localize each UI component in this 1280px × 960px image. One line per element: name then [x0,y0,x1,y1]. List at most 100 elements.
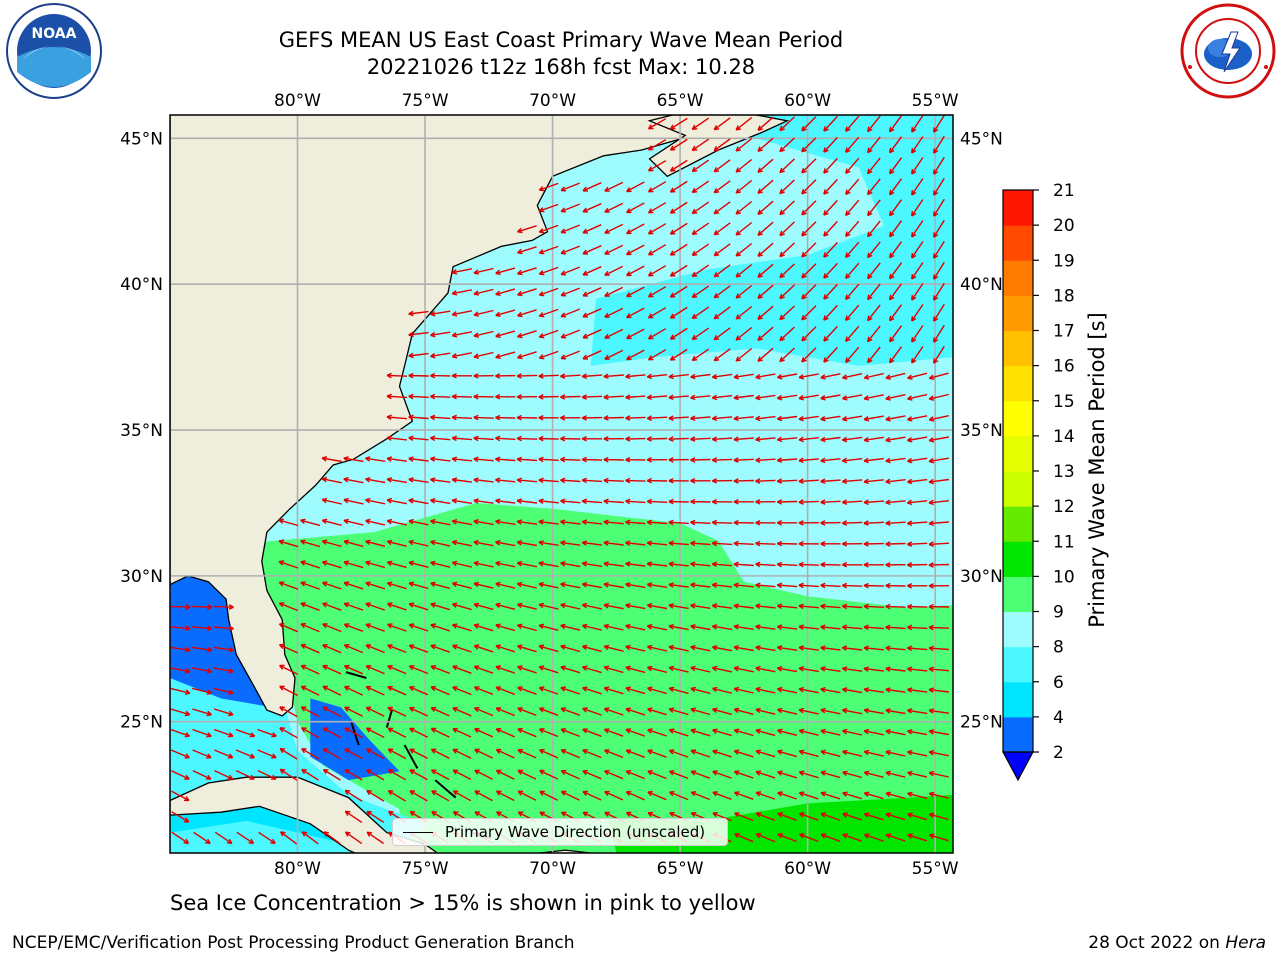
wave-arrow [322,644,342,654]
wave-arrow [691,285,710,299]
wave-arrow [867,346,881,364]
wave-arrow [365,456,386,462]
wave-arrow [625,498,646,505]
wave-arrow [214,749,234,759]
wave-arrow [647,686,667,695]
wave-arrow [755,540,776,547]
wave-arrow [889,325,903,343]
wave-arrow [430,477,451,483]
wave-arrow [408,644,429,653]
wave-arrow [365,560,386,569]
wave-arrow [451,268,472,275]
wave-arrow [430,581,451,590]
wave-arrow [322,706,342,718]
wave-arrow [776,645,798,651]
wave-arrow [430,686,450,696]
wave-arrow [757,200,774,215]
wave-arrow [451,372,472,379]
wave-arrow [408,414,429,421]
wave-arrow [516,373,538,379]
wave-arrow [582,203,602,213]
wave-arrow [798,499,819,505]
wave-arrow [823,283,838,300]
wave-arrow [867,325,881,343]
wave-arrow [757,221,774,236]
wave-arrow [365,497,386,505]
wave-arrow [801,137,817,153]
wave-arrow [343,560,364,569]
wave-arrow [690,728,711,737]
wave-arrow [408,539,429,547]
wave-arrow [911,115,924,133]
wave-arrow [495,748,515,759]
wave-arrow [581,644,602,653]
wave-arrow [713,264,731,278]
wave-arrow [668,582,689,588]
wave-arrow [906,541,928,547]
wave-arrow [452,790,472,802]
wave-arrow [885,833,906,842]
wave-arrow [538,456,559,463]
wave-arrow [647,791,667,801]
wave-arrow [690,791,711,801]
wave-arrow [581,373,603,379]
wave-arrow [560,749,580,759]
wave-arrow [581,498,603,505]
wave-arrow [451,393,473,400]
wave-arrow [430,393,451,400]
wave-arrow [801,221,817,237]
wave-arrow [755,499,776,505]
wave-arrow [733,624,754,630]
wave-arrow [863,457,884,464]
wave-arrow [170,708,191,717]
wave-arrow [867,178,881,196]
wave-arrow [344,685,363,696]
wave-arrow [863,561,884,568]
colorbar-tick-label: 13 [1053,462,1075,482]
wave-arrow [409,769,428,781]
wave-arrow [538,394,559,400]
wave-arrow [885,645,906,652]
wave-arrow [473,707,494,717]
colorbar-segment [1003,435,1033,472]
wave-arrow [646,561,668,567]
wave-arrow [776,436,798,443]
wave-arrow [668,749,689,758]
wave-arrow [581,519,603,525]
wave-arrow [801,347,817,363]
wave-arrow [842,728,863,736]
wave-arrow [495,373,516,379]
wave-arrow [603,582,624,589]
wave-arrow [430,769,450,781]
wave-arrow [889,220,903,238]
wave-arrow [885,708,906,715]
wave-arrow [170,625,191,632]
wave-arrow [539,769,559,780]
wave-arrow [779,137,795,153]
wave-arrow [235,728,256,738]
wave-arrow [430,623,451,632]
wave-arrow [235,769,255,780]
wave-arrow [582,769,602,780]
wave-arrow [538,519,559,525]
wave-arrow [560,287,580,297]
wave-arrow [777,833,797,843]
wave-arrow [451,331,472,338]
wave-arrow [823,220,838,237]
wave-arrow [647,202,667,214]
wave-arrow [755,561,776,568]
wave-arrow [798,520,819,526]
wave-arrow [933,240,945,259]
wave-arrow [365,685,385,696]
wave-arrow [603,415,624,421]
wave-arrow [735,284,753,299]
wave-arrow [798,540,819,547]
wave-arrow [669,285,688,298]
wave-arrow [885,728,906,736]
wave-arrow [733,770,754,779]
wave-arrow [474,790,493,802]
wave-arrow [170,646,191,653]
wave-arrow [560,769,580,780]
wave-arrow [603,394,624,400]
wave-arrow [842,666,863,672]
